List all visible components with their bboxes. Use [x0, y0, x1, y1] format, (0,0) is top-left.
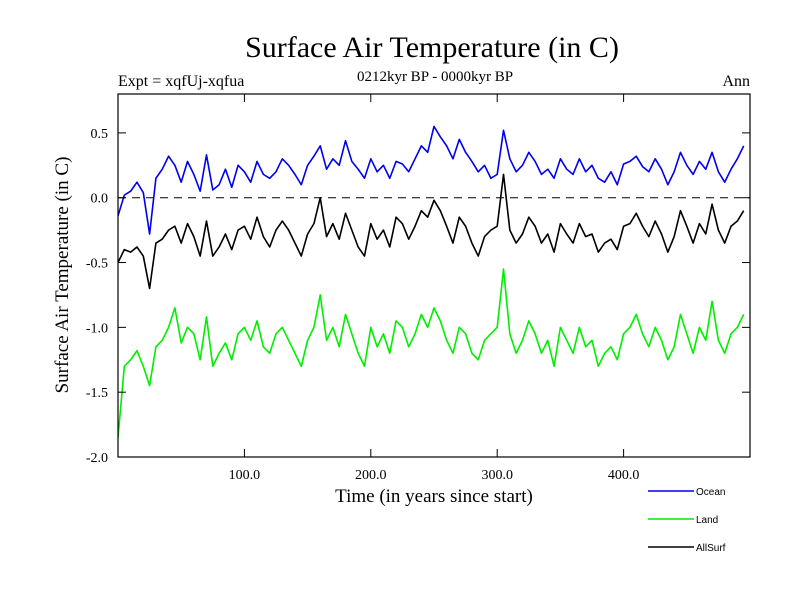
y-axis-label: Surface Air Temperature (in C): [52, 157, 73, 394]
series-line-allsurf: [118, 173, 745, 290]
legend-label-ocean: Ocean: [696, 487, 725, 498]
plot-frame: [117, 93, 751, 458]
y-tick-label: -1.5: [86, 386, 108, 401]
series-line-ocean: [118, 125, 745, 235]
y-tick-label: 0.5: [91, 127, 109, 142]
legend-label-allsurf: AllSurf: [696, 543, 726, 554]
y-tick-label: -2.0: [86, 451, 108, 466]
experiment-label: Expt = xqfUj-xqfua: [118, 73, 244, 90]
legend-label-land: Land: [696, 515, 718, 526]
season-label: Ann: [722, 73, 750, 90]
y-tick-label: -0.5: [86, 257, 108, 272]
x-tick-label: 400.0: [608, 468, 640, 483]
chart-title: Surface Air Temperature (in C): [245, 31, 619, 64]
chart-subtitle: 0212kyr BP - 0000kyr BP: [357, 69, 513, 85]
series-line-land: [118, 268, 745, 438]
y-tick-label: 0.0: [91, 192, 109, 207]
x-tick-label: 300.0: [481, 468, 513, 483]
x-tick-label: 100.0: [229, 468, 261, 483]
x-tick-label: 200.0: [355, 468, 387, 483]
x-axis-label: Time (in years since start): [335, 486, 533, 507]
y-tick-label: -1.0: [86, 321, 108, 336]
